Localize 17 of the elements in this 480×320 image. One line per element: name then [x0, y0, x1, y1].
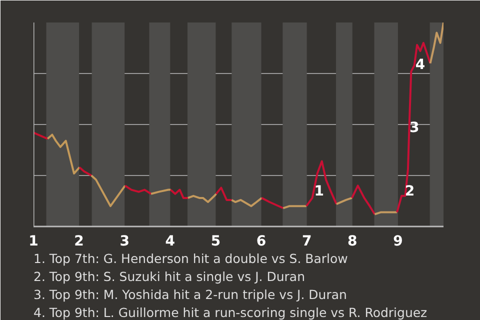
x-tick-label: 5	[210, 234, 221, 250]
annotation: 2	[404, 183, 415, 200]
x-tick-label: 2	[74, 234, 84, 250]
x-tick-label: 3	[120, 234, 130, 250]
x-tick-label: 9	[393, 234, 403, 250]
x-tick-label: 7	[302, 234, 312, 250]
x-tick-label: 8	[348, 234, 358, 250]
annotation: 4	[415, 56, 426, 73]
text: 1. Top 7th: G. Henderson hit a double vs S. Barlow	[34, 251, 348, 266]
x-tick-label: 1	[28, 234, 38, 250]
x-tick-label: 6	[256, 234, 266, 250]
text: 4. Top 9th: L. Guillorme hit a run-scoring single vs R. Rodriguez	[34, 305, 428, 320]
x-tick-label: 4	[165, 234, 176, 250]
text: 2. Top 9th: S. Suzuki hit a single vs J. Duran	[34, 269, 306, 284]
annotation: 3	[409, 120, 420, 136]
text: 3. Top 9th: M. Yoshida hit a 2-run triple vs J. Duran	[34, 287, 347, 302]
annotation: 1	[314, 183, 324, 200]
